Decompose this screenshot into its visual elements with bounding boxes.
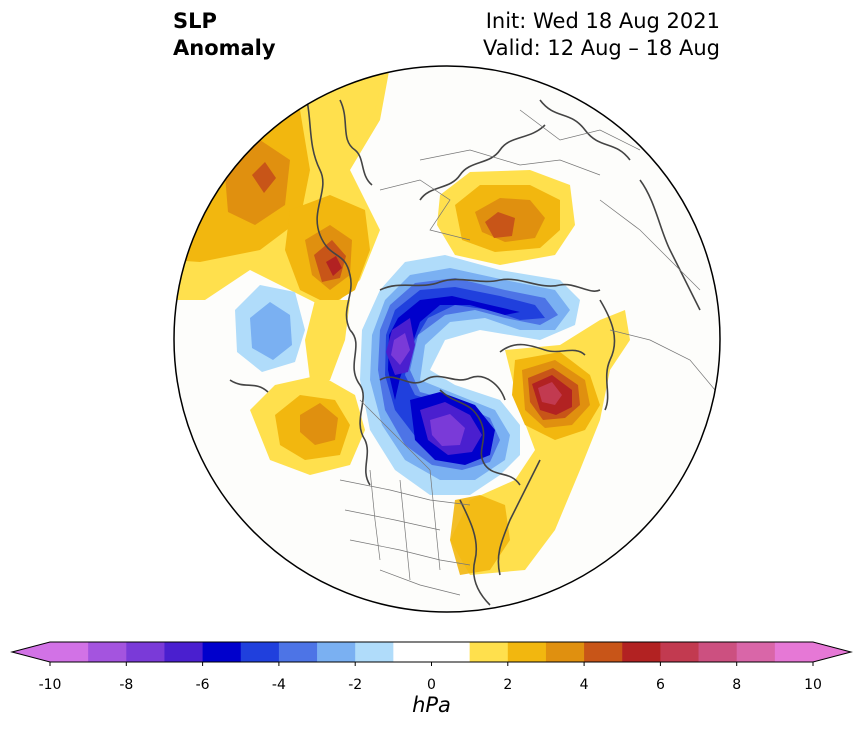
colorbar-segment xyxy=(50,642,89,662)
colorbar-segment xyxy=(431,642,471,662)
colorbar-segment xyxy=(507,642,547,662)
country-borders xyxy=(339,109,716,596)
map-boundary xyxy=(173,65,721,613)
colorbar-segment xyxy=(317,642,356,662)
colorbar: -10 -8 -6 -4 -2 0 2 4 6 8 10 xyxy=(10,641,853,693)
map-disk xyxy=(174,66,720,612)
colorbar-extend-high xyxy=(813,642,851,662)
map-title: SLP Anomaly xyxy=(173,8,276,62)
colorbar-tick-label: -8 xyxy=(119,677,133,693)
init-date: Init: Wed 18 Aug 2021 xyxy=(485,9,720,33)
negative-low-north-pacific xyxy=(235,285,305,372)
colorbar-segment xyxy=(126,642,165,662)
title-line-slp: SLP xyxy=(173,9,217,33)
colorbar-tick-label: 6 xyxy=(656,677,665,693)
colorbar-tick-label: 2 xyxy=(503,677,512,693)
positive-high-us-east-coast xyxy=(450,495,510,575)
positive-high-siberia xyxy=(437,170,575,265)
colorbar-segment xyxy=(736,642,776,662)
colorbar-segment xyxy=(355,642,394,662)
colorbar-tick-label: 0 xyxy=(427,677,436,693)
colorbar-tick-label: 10 xyxy=(804,677,822,693)
colorbar-segment xyxy=(774,642,814,662)
colorbar-tick-label: -6 xyxy=(196,677,210,693)
colorbar-segment xyxy=(278,642,318,662)
colorbar-tick-label: -4 xyxy=(272,677,286,693)
colorbar-segment xyxy=(698,642,738,662)
colorbar-unit-label: hPa xyxy=(412,693,451,717)
colorbar-tick-label: -10 xyxy=(39,677,62,693)
colorbar-tick-label: 8 xyxy=(732,677,741,693)
colorbar-tick-label: -2 xyxy=(348,677,362,693)
colorbar-segment xyxy=(202,642,242,662)
title-line-anomaly: Anomaly xyxy=(173,36,276,60)
colorbar-segment xyxy=(584,642,623,662)
colorbar-segment xyxy=(469,642,509,662)
colorbar-segment xyxy=(164,642,204,662)
colorbar-segment xyxy=(622,642,661,662)
colorbar-segment xyxy=(660,642,700,662)
colorbar-segment xyxy=(393,642,432,662)
positive-high-europe xyxy=(285,195,370,380)
coastlines xyxy=(229,79,701,606)
positive-high-east-pacific xyxy=(250,375,365,475)
colorbar-segment xyxy=(88,642,127,662)
colorbar-tick-label: 4 xyxy=(580,677,589,693)
date-info: Init: Wed 18 Aug 2021 Valid: 12 Aug – 18… xyxy=(483,8,720,62)
colorbar-extend-low xyxy=(12,642,50,662)
valid-range: Valid: 12 Aug – 18 Aug xyxy=(482,36,720,60)
colorbar-segment xyxy=(545,642,585,662)
colorbar-segment xyxy=(240,642,280,662)
